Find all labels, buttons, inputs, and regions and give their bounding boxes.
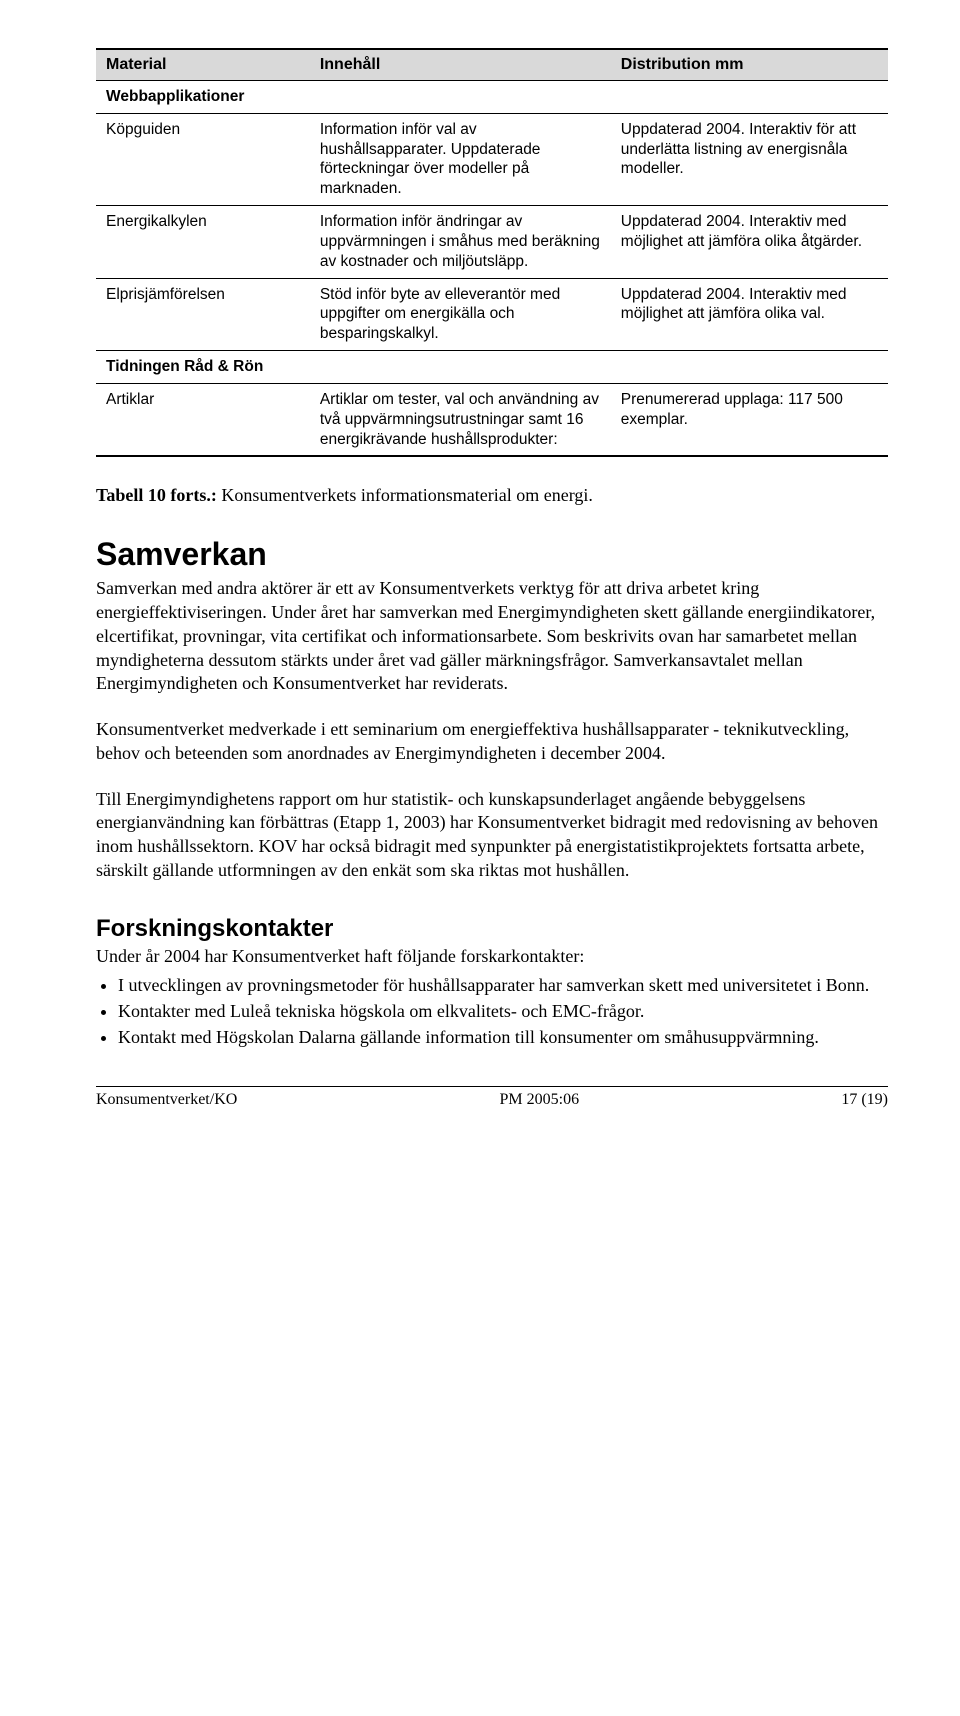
cell-material: Artiklar [96,383,310,456]
table-row: Köpguiden Information inför val av hushå… [96,113,888,205]
cell-distribution: Uppdaterad 2004. Interaktiv för att unde… [611,113,888,205]
cell-innehall: Stöd inför byte av elleverantör med uppg… [310,278,611,350]
cell-distribution: Prenumererad upplaga: 117 500 exemplar. [611,383,888,456]
section-title: Webbapplikationer [96,81,888,114]
cell-innehall: Information inför ändringar av uppvärmni… [310,206,611,278]
caption-text: Konsumentverkets informationsmaterial om… [217,485,593,505]
th-innehall: Innehåll [310,49,611,81]
paragraph: Konsumentverket medverkade i ett seminar… [96,718,888,766]
table-caption: Tabell 10 forts.: Konsumentverkets infor… [96,485,888,506]
footer-left: Konsumentverket/KO [96,1091,237,1109]
cell-innehall: Information inför val av hushållsapparat… [310,113,611,205]
paragraph: Samverkan med andra aktörer är ett av Ko… [96,577,888,696]
material-table: Material Innehåll Distribution mm Webbap… [96,48,888,457]
list-item: Kontakter med Luleå tekniska högskola om… [118,1000,888,1024]
cell-distribution: Uppdaterad 2004. Interaktiv med möjlighe… [611,206,888,278]
table-row: Elprisjämförelsen Stöd inför byte av ell… [96,278,888,350]
section-tidningen: Tidningen Råd & Rön [96,351,888,384]
cell-innehall: Artiklar om tester, val och användning a… [310,383,611,456]
th-distribution: Distribution mm [611,49,888,81]
cell-material: Köpguiden [96,113,310,205]
footer-right: 17 (19) [841,1091,888,1109]
list-item: I utvecklingen av provningsmetoder för h… [118,974,888,998]
table-row: Energikalkylen Information inför ändring… [96,206,888,278]
cell-material: Elprisjämförelsen [96,278,310,350]
section-webbapplikationer: Webbapplikationer [96,81,888,114]
table-row: Artiklar Artiklar om tester, val och anv… [96,383,888,456]
paragraph: Under år 2004 har Konsumentverket haft f… [96,945,888,969]
bullet-list: I utvecklingen av provningsmetoder för h… [96,974,888,1049]
footer-center: PM 2005:06 [237,1091,841,1109]
cell-distribution: Uppdaterad 2004. Interaktiv med möjlighe… [611,278,888,350]
page-footer: Konsumentverket/KO PM 2005:06 17 (19) [96,1086,888,1109]
list-item: Kontakt med Högskolan Dalarna gällande i… [118,1026,888,1050]
heading-samverkan: Samverkan [96,536,888,573]
heading-forskning: Forskningskontakter [96,915,888,943]
paragraph: Till Energimyndighetens rapport om hur s… [96,788,888,883]
cell-material: Energikalkylen [96,206,310,278]
th-material: Material [96,49,310,81]
table-header-row: Material Innehåll Distribution mm [96,49,888,81]
caption-label: Tabell 10 forts.: [96,485,217,505]
section-title: Tidningen Råd & Rön [96,351,888,384]
